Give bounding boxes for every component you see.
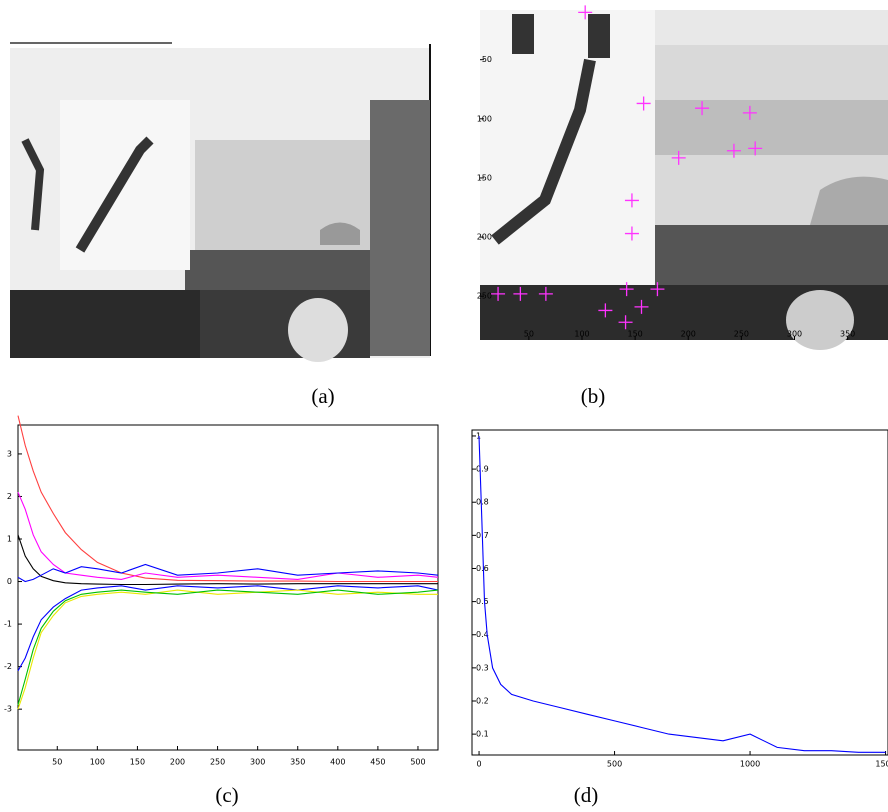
cross-marker bbox=[671, 150, 686, 165]
y-tick-label: 100 bbox=[477, 114, 492, 123]
x-tick-label: 200 bbox=[170, 758, 185, 767]
y-tick-label: 0.1 bbox=[476, 730, 489, 739]
cross-marker bbox=[650, 282, 665, 297]
series-line bbox=[17, 585, 439, 672]
x-tick-label: 50 bbox=[52, 758, 62, 767]
x-tick-label: 500 bbox=[607, 760, 622, 769]
y-tick-label: 150 bbox=[477, 173, 492, 182]
cross-marker bbox=[598, 303, 613, 318]
y-tick-label: -3 bbox=[4, 705, 12, 714]
y-tick-label: 0.4 bbox=[476, 630, 489, 639]
photo-b bbox=[480, 10, 888, 350]
series-line bbox=[17, 491, 439, 580]
y-tick-label: 2 bbox=[7, 492, 12, 501]
plot-frame bbox=[17, 424, 439, 751]
y-tick-label: 0.9 bbox=[476, 465, 489, 474]
series-line bbox=[478, 435, 886, 753]
caption: (d) bbox=[574, 783, 599, 807]
cross-marker bbox=[624, 193, 639, 208]
photo-a bbox=[10, 42, 431, 362]
y-tick-label: 0.6 bbox=[476, 564, 489, 573]
x-tick-label: 250 bbox=[734, 330, 749, 339]
x-tick-label: 150 bbox=[130, 758, 145, 767]
caption: (a) bbox=[311, 384, 334, 408]
series-line bbox=[17, 534, 438, 586]
cross-marker bbox=[624, 226, 639, 241]
cross-marker bbox=[634, 299, 649, 314]
x-tick-label: 150 bbox=[627, 330, 642, 339]
y-tick-label: 0.8 bbox=[476, 498, 489, 507]
x-tick-label: 300 bbox=[250, 758, 265, 767]
y-tick-label: 200 bbox=[477, 233, 492, 242]
caption: (c) bbox=[215, 783, 238, 807]
y-tick-label: -1 bbox=[4, 620, 12, 629]
x-tick-label: 250 bbox=[210, 758, 225, 767]
cross-marker bbox=[636, 96, 651, 111]
y-tick-label: 0.5 bbox=[476, 597, 489, 606]
y-tick-label: 0.2 bbox=[476, 696, 489, 705]
series-line bbox=[17, 589, 438, 710]
cross-marker bbox=[748, 141, 763, 156]
x-tick-label: 1000 bbox=[740, 760, 760, 769]
y-tick-label: 1 bbox=[476, 431, 481, 440]
x-tick-label: 1500 bbox=[875, 760, 888, 769]
x-tick-label: 200 bbox=[681, 330, 696, 339]
y-tick-label: 250 bbox=[477, 292, 492, 301]
y-tick-label: 3 bbox=[7, 449, 12, 458]
x-tick-label: 300 bbox=[787, 330, 802, 339]
x-tick-label: 450 bbox=[370, 758, 385, 767]
x-tick-label: 350 bbox=[290, 758, 305, 767]
cross-marker bbox=[578, 5, 593, 20]
y-tick-label: 1 bbox=[7, 535, 12, 544]
plot-frame bbox=[471, 429, 888, 756]
x-tick-label: 0 bbox=[476, 760, 481, 769]
x-tick-label: 350 bbox=[840, 330, 855, 339]
cross-marker bbox=[538, 286, 553, 301]
series-line bbox=[17, 589, 439, 706]
y-tick-label: 50 bbox=[482, 55, 492, 64]
y-tick-label: 0 bbox=[7, 577, 12, 586]
y-tick-label: 0.3 bbox=[476, 663, 489, 672]
cross-marker bbox=[742, 105, 757, 120]
x-tick-label: 100 bbox=[574, 330, 589, 339]
x-tick-label: 50 bbox=[524, 330, 534, 339]
x-tick-label: 500 bbox=[410, 758, 425, 767]
cross-marker bbox=[491, 286, 506, 301]
cross-marker bbox=[513, 286, 528, 301]
series-line bbox=[17, 563, 439, 583]
caption: (b) bbox=[581, 384, 606, 408]
cross-marker bbox=[695, 101, 710, 116]
cross-marker bbox=[726, 143, 741, 158]
cross-marker bbox=[618, 315, 633, 330]
x-tick-label: 400 bbox=[330, 758, 345, 767]
cross-marker bbox=[619, 282, 634, 297]
x-tick-label: 100 bbox=[90, 758, 105, 767]
series-line bbox=[17, 415, 438, 583]
y-tick-label: -2 bbox=[4, 662, 12, 671]
